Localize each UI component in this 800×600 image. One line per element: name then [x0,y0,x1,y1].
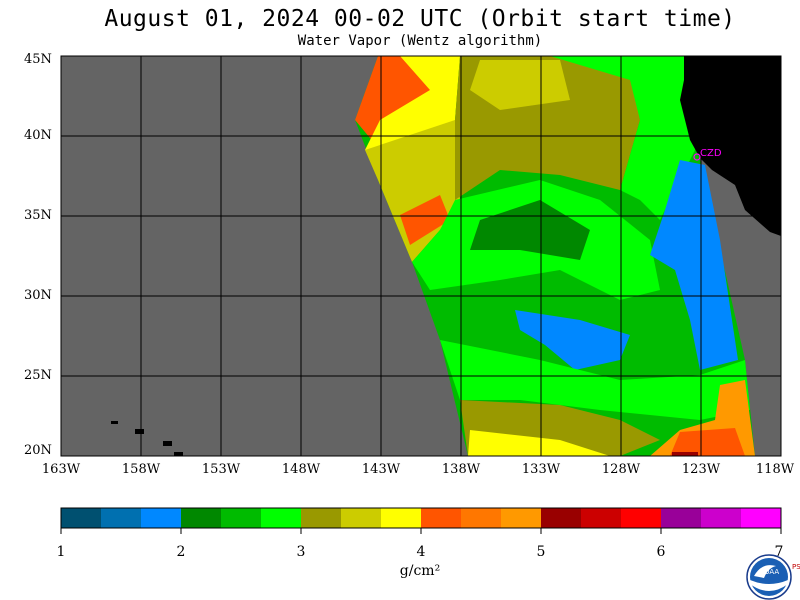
lon-label: 138W [441,462,481,477]
colorbar-tick-label: 1 [56,544,66,560]
lat-label: 45N [24,52,52,67]
colorbar-tick-label: 2 [176,544,186,560]
colorbar-swatch [581,508,621,528]
lon-label: 158W [121,462,161,477]
lon-label: 163W [41,462,81,477]
lat-label: 30N [24,288,52,303]
lon-label: 133W [521,462,561,477]
colorbar-swatch [61,508,101,528]
colorbar-tick-label: 4 [416,544,426,560]
hawaii-island [163,441,172,446]
station-label: CZD [700,148,722,159]
colorbar-swatch [421,508,461,528]
colorbar-swatch [461,508,501,528]
lon-label: 123W [681,462,721,477]
colorbar-swatch [341,508,381,528]
lon-label: 153W [201,462,241,477]
lon-label: 143W [361,462,401,477]
colorbar-swatch [381,508,421,528]
colorbar-swatch [261,508,301,528]
noaa-logo-icon: NOAA [746,554,792,600]
colorbar-swatch [141,508,181,528]
colorbar-tick-label: 6 [656,544,666,560]
chart-subtitle: Water Vapor (Wentz algorithm) [297,33,543,49]
colorbar [60,507,782,534]
colorbar-swatch [221,508,261,528]
hawaii-island [174,452,183,456]
lat-label: 20N [24,443,52,458]
hawaii-island [111,421,118,424]
colorbar-swatch [741,508,781,528]
colorbar-tick-label: 7 [774,544,784,560]
chart-title: August 01, 2024 00-02 UTC (Orbit start t… [104,6,736,32]
colorbar-swatch [101,508,141,528]
lon-label: 148W [281,462,321,477]
colorbar-tick-label: 3 [296,544,306,560]
lon-label: 118W [755,462,795,477]
colorbar-swatch [181,508,221,528]
lat-label: 35N [24,208,52,223]
psl-mark: PSL [792,563,800,571]
colorbar-swatch [301,508,341,528]
colorbar-units: g/cm² [399,563,441,579]
station-marker-czd: CZD [693,148,722,161]
colorbar-swatch [661,508,701,528]
colorbar-swatch [701,508,741,528]
lat-label: 40N [24,128,52,143]
lon-label: 128W [601,462,641,477]
colorbar-tick-label: 5 [536,544,546,560]
land-north-america [680,56,781,236]
map-frame [60,55,782,457]
colorbar-swatch [621,508,661,528]
logo-text: NOAA [759,568,780,576]
colorbar-swatch [501,508,541,528]
colorbar-swatch [541,508,581,528]
hawaii-island [135,429,144,434]
lat-label: 25N [24,368,52,383]
